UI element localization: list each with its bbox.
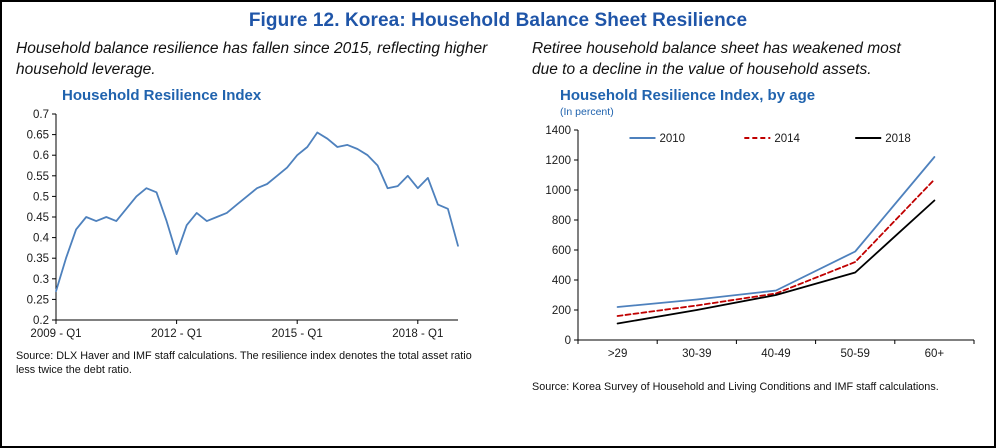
left-source-note: Source: DLX Haver and IMF staff calculat… [16,349,472,376]
y-tick-label: 1400 [545,125,571,137]
y-tick-label: 0.3 [33,274,49,286]
series-line-2018 [616,199,936,325]
legend-label-2010: 2010 [659,133,685,145]
figure-title: Figure 12. Korea: Household Balance Shee… [248,10,748,31]
y-tick-label: 0 [565,335,571,347]
y-tick-label: 0.4 [33,232,50,244]
y-tick-label: 0.65 [27,129,49,141]
right-chart-title: Household Resilience Index, by age [560,86,816,104]
y-tick-label: 1200 [545,155,571,167]
right-chart: 0 200 400 600 800 1000 1200 1400 >29 30-39 40-49 50… [545,125,975,360]
y-tick-label: 0.45 [27,212,49,224]
y-tick-label: 0.5 [33,191,49,203]
legend-label-2018: 2018 [885,133,911,145]
y-tick-label: 400 [552,275,571,287]
right-chart-subtitle: (In percent) [560,105,614,118]
y-tick-label: 0.2 [33,315,49,327]
left-caption: Household balance resilience has fallen … [16,40,488,79]
left-panel: Household balance resilience has fallen … [12,36,500,394]
y-tick-label: 1000 [545,185,571,197]
x-category-label: 30-39 [682,348,711,360]
x-tick-label: 2018 - Q1 [392,328,443,340]
x-category-label: >29 [608,348,628,360]
series-line-2010 [616,155,936,308]
y-tick-label: 0.7 [33,109,49,121]
right-caption: Retiree household balance sheet has weak… [532,40,901,79]
x-tick-label: 2009 - Q1 [30,328,81,340]
y-tick-label: 200 [552,305,571,317]
x-category-label: 40-49 [761,348,790,360]
x-category-label: 60+ [925,348,945,360]
series-line-Resilience-index [55,131,459,292]
legend-label-2014: 2014 [774,133,800,145]
y-tick-label: 0.6 [33,150,49,162]
y-tick-label: 0.35 [27,253,49,265]
left-chart-title: Household Resilience Index [62,86,262,104]
y-tick-label: 0.55 [27,171,49,183]
x-category-label: 50-59 [840,348,869,360]
right-source-note: Source: Korea Survey of Household and Li… [532,380,939,393]
left-chart: 0.2 0.25 0.3 0.35 0.4 0.45 0.5 0.55 0.6 0.65 0.7 20… [27,109,459,340]
y-tick-label: 600 [552,245,571,257]
series-line-2014 [616,178,936,317]
panels-row: Household balance resilience has fallen … [12,36,984,394]
y-tick-label: 0.25 [27,294,49,306]
x-tick-label: 2015 - Q1 [272,328,323,340]
right-panel: Retiree household balance sheet has weak… [500,36,984,394]
y-tick-label: 800 [552,215,571,227]
x-tick-label: 2012 - Q1 [151,328,202,340]
